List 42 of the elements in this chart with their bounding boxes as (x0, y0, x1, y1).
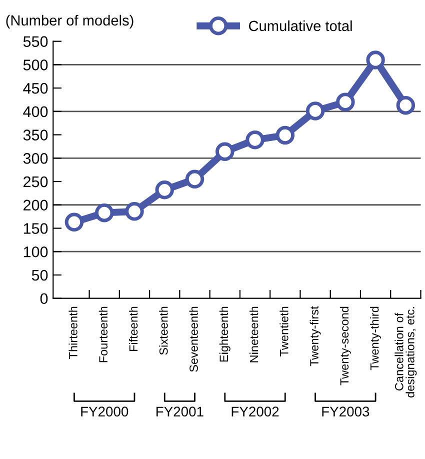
y-tick-label: 50 (32, 270, 48, 281)
y-tick-label: 350 (23, 130, 48, 140)
legend-label: Cumulative total (248, 20, 352, 32)
point (306, 102, 325, 120)
x-tick-label: Fifteenth (128, 306, 138, 352)
x-tick-label: Twenty-second (340, 306, 351, 386)
x-tick-label: Seventeenth (189, 306, 198, 372)
text: FY2001 (156, 406, 204, 417)
y-tick-label: 250 (24, 176, 48, 188)
point (125, 202, 144, 221)
y-tick-label: 450 (23, 82, 48, 94)
y-tick-label: 150 (24, 223, 48, 234)
x-tick-label: Eighteenth (219, 306, 230, 362)
y-tick-label: 550 (23, 36, 48, 47)
x-tick-label: Twenty-first (310, 306, 321, 366)
text: FY2003 (322, 406, 370, 417)
x-tick-label: Fourteenth (98, 306, 108, 362)
point (276, 126, 295, 145)
point (336, 92, 355, 112)
y-tick-label: 500 (23, 60, 48, 70)
point (185, 170, 204, 189)
point (366, 50, 385, 70)
point (246, 130, 264, 150)
text: FY2002 (232, 406, 279, 417)
point (94, 203, 114, 222)
x-tick-label: Cancellation of designations, etc. (394, 307, 417, 398)
y-tick-label: 100 (24, 246, 48, 258)
x-tick-label: Twentieth (280, 306, 288, 356)
text: FY2000 (81, 406, 128, 417)
y-tick-label: 0 (40, 293, 48, 304)
point (216, 142, 234, 161)
y-tick-label: 300 (23, 153, 48, 164)
y-tick-label: 400 (23, 106, 48, 118)
x-tick-label: Sixteenth (159, 306, 168, 355)
x-tick-label: Thirteenth (68, 306, 78, 359)
y-tick-label: 200 (24, 200, 48, 211)
x-tick-label: Nineteenth (250, 306, 258, 362)
y-axis-title: (Number of models) (6, 14, 134, 28)
point (64, 212, 84, 232)
x-tick-label: Twenty-third (370, 306, 382, 370)
point (155, 180, 174, 200)
point (396, 96, 416, 115)
